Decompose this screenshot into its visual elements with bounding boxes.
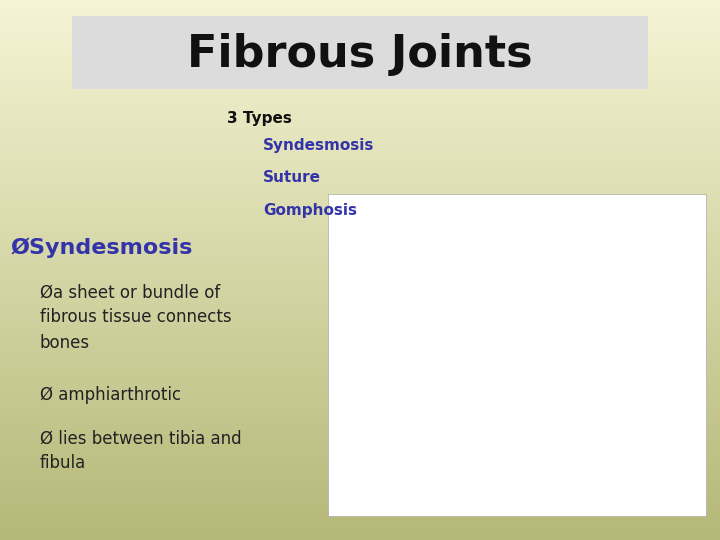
Text: 3 Types: 3 Types: [227, 111, 292, 126]
Text: Gomphosis: Gomphosis: [263, 202, 357, 218]
Text: Suture: Suture: [263, 170, 321, 185]
FancyBboxPatch shape: [72, 16, 648, 89]
Text: Ø amphiarthrotic: Ø amphiarthrotic: [40, 386, 181, 404]
Text: Fibrous Joints: Fibrous Joints: [187, 32, 533, 76]
FancyBboxPatch shape: [328, 194, 706, 516]
Text: ØSyndesmosis: ØSyndesmosis: [11, 238, 193, 258]
Text: Ø lies between tibia and
fibula: Ø lies between tibia and fibula: [40, 429, 241, 472]
Text: Syndesmosis: Syndesmosis: [263, 138, 374, 153]
Text: Øa sheet or bundle of
fibrous tissue connects
bones: Øa sheet or bundle of fibrous tissue con…: [40, 284, 231, 352]
